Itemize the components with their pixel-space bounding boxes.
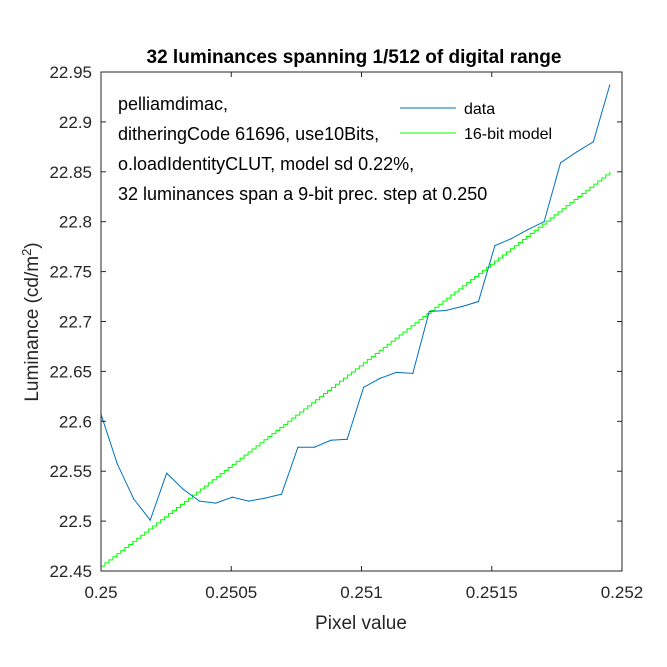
annotation-line-1: pelliamdimac, bbox=[118, 94, 228, 114]
y-axis-title-sup: 2 bbox=[19, 249, 34, 256]
x-tick-label: 0.2505 bbox=[205, 583, 257, 602]
data-point bbox=[494, 245, 496, 247]
y-tick-label: 22.95 bbox=[49, 63, 92, 82]
annotation-line-4: 32 luminances span a 9-bit prec. step at… bbox=[118, 184, 487, 204]
annotation-line-2: ditheringCode 61696, use10Bits, bbox=[118, 124, 379, 144]
y-tick-label: 22.85 bbox=[49, 163, 92, 182]
legend-label-data: data bbox=[464, 101, 495, 118]
x-tick-label: 0.2515 bbox=[466, 583, 518, 602]
series-layer bbox=[100, 84, 611, 567]
data-point bbox=[592, 141, 594, 143]
y-axis-title-main: Luminance (cd/m bbox=[22, 256, 43, 402]
data-point bbox=[166, 472, 168, 474]
y-tick-label: 22.7 bbox=[59, 313, 92, 332]
x-axis-title: Pixel value bbox=[315, 613, 407, 634]
data-point bbox=[198, 500, 201, 502]
data-point bbox=[330, 439, 332, 441]
x-tick-label: 0.252 bbox=[601, 583, 644, 602]
y-axis-title-end: ) bbox=[22, 242, 43, 248]
y-tick-label: 22.45 bbox=[49, 562, 92, 581]
plot-area bbox=[101, 72, 622, 571]
y-axis-title: Luminance (cd/m2) bbox=[19, 242, 43, 401]
data-point bbox=[182, 488, 184, 490]
chart-title: 32 luminances spanning 1/512 of digital … bbox=[147, 47, 562, 68]
data-point bbox=[395, 371, 398, 373]
series-line-model bbox=[101, 171, 611, 567]
y-tick-label: 22.5 bbox=[59, 512, 92, 531]
axes-layer: 0.25 0.2505 0.251 0.2515 0.252 22.45 22.5 22.55… bbox=[49, 63, 643, 602]
y-tick-label: 22.6 bbox=[59, 412, 92, 431]
y-tick-label: 22.8 bbox=[59, 213, 92, 232]
data-point bbox=[264, 497, 266, 499]
data-point bbox=[412, 372, 414, 374]
data-point bbox=[313, 446, 315, 448]
data-point bbox=[133, 498, 135, 500]
legend: data 16-bit model bbox=[400, 101, 552, 143]
data-point bbox=[609, 84, 611, 86]
data-point bbox=[231, 496, 233, 498]
legend-label-model: 16-bit model bbox=[464, 126, 552, 143]
y-tick-label: 22.65 bbox=[49, 362, 92, 381]
y-tick-label: 22.55 bbox=[49, 462, 92, 481]
data-point bbox=[215, 502, 217, 504]
data-point bbox=[510, 238, 512, 240]
series-line-data bbox=[100, 84, 611, 522]
data-point bbox=[445, 309, 447, 312]
data-point bbox=[559, 162, 562, 164]
y-tick-label: 22.9 bbox=[59, 113, 92, 132]
y-tick-label: 22.75 bbox=[49, 263, 92, 282]
x-tick-label: 0.25 bbox=[84, 583, 117, 602]
data-point bbox=[461, 305, 463, 308]
data-point bbox=[379, 377, 381, 379]
data-point bbox=[527, 229, 529, 231]
data-point bbox=[576, 151, 578, 153]
data-point bbox=[477, 300, 480, 303]
data-point bbox=[297, 446, 299, 448]
data-point bbox=[543, 221, 545, 223]
x-tick-label: 0.251 bbox=[340, 583, 383, 602]
data-point bbox=[280, 493, 283, 495]
data-point bbox=[116, 463, 119, 465]
data-point bbox=[248, 500, 250, 502]
data-point bbox=[149, 519, 151, 521]
data-point bbox=[362, 386, 365, 388]
annotation-block: pelliamdimac, ditheringCode 61696, use10… bbox=[118, 94, 487, 204]
data-point bbox=[346, 438, 348, 440]
data-point bbox=[428, 310, 430, 313]
annotation-line-3: o.loadIdentityCLUT, model sd 0.22%, bbox=[118, 154, 414, 174]
